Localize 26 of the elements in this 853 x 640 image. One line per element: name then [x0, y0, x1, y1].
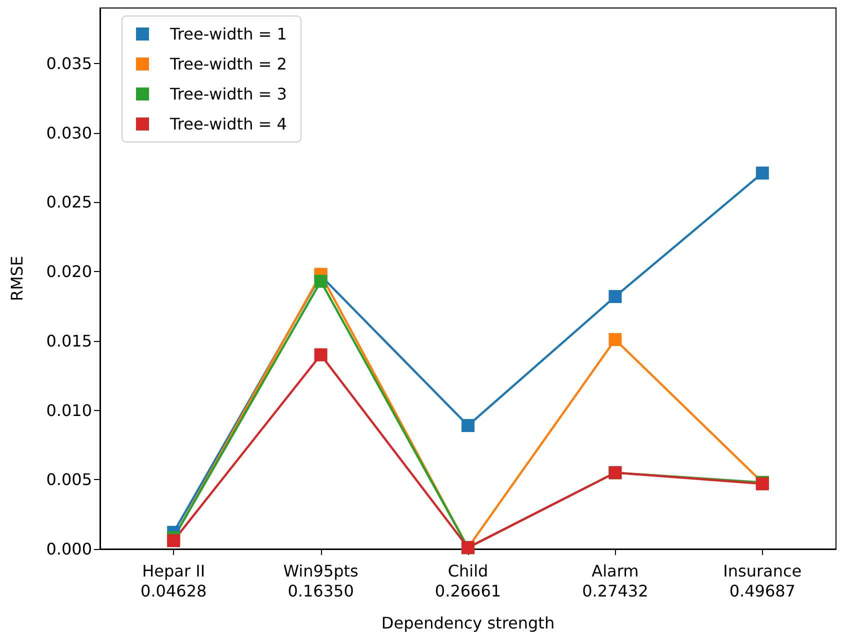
x-tick-label: Insurance 0.49687: [723, 562, 802, 600]
y-tick-label: 0.035: [46, 54, 92, 73]
y-tick-label: 0.000: [46, 540, 92, 558]
y-tick-label: 0.030: [46, 123, 92, 142]
y-tick-label: 0.015: [46, 331, 92, 350]
legend-label: Tree-width = 4: [169, 114, 287, 134]
y-tick-label: 0.020: [46, 262, 92, 282]
legend-label: Tree-width = 3: [169, 84, 287, 104]
point: [167, 534, 180, 548]
point: [462, 419, 474, 432]
y-tick-label: 0.025: [46, 192, 92, 212]
point: [756, 166, 769, 180]
point: [314, 348, 328, 362]
y-tick-label: 0.005: [46, 470, 92, 490]
y-axis-title: RMSE: [8, 256, 26, 302]
x-tick-label: Child 0.26661: [434, 562, 502, 600]
legend-label: Tree-width = 1: [169, 24, 287, 44]
point: [314, 274, 328, 288]
x-axis-title: Dependency strength: [381, 614, 555, 632]
x-tick-label: Alarm 0.27432: [582, 562, 648, 600]
x-tick-label: Hepar II 0.04628: [140, 562, 207, 600]
point: [608, 333, 622, 346]
x-tick-label: Win95pts 0.16350: [283, 562, 358, 600]
point: [608, 290, 622, 304]
y-tick-label: 0.010: [46, 400, 92, 420]
legend-label: Tree-width = 2: [169, 54, 287, 74]
